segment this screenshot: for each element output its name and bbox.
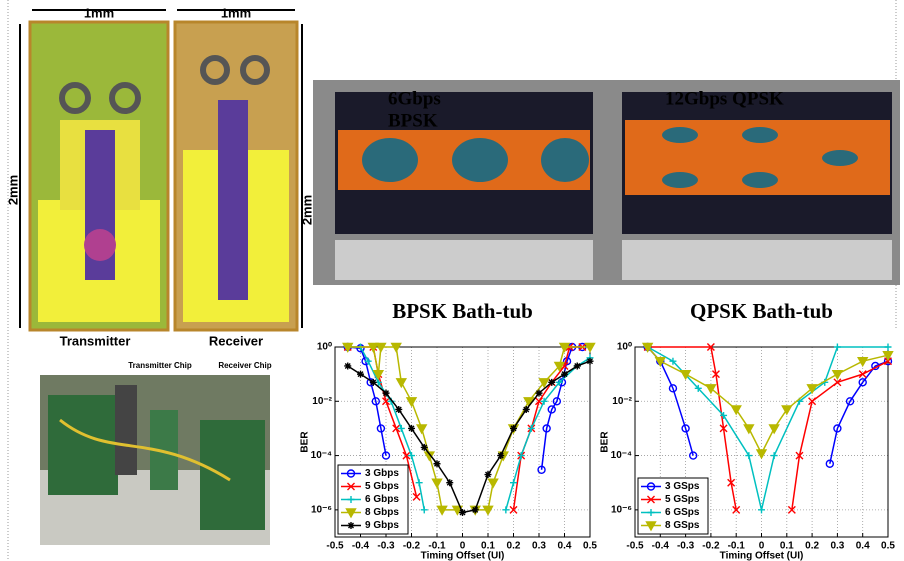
x-tick-label: 0.3 [830,541,844,552]
y-tick-label: 10⁻² [312,396,332,407]
board-photo [40,375,270,545]
data-point [344,362,351,369]
x-tick-label: -0.2 [403,541,421,552]
data-point [770,425,779,433]
x-tick-label: 0.2 [805,541,819,552]
legend-label: 9 Gbps [365,520,399,531]
x-tick-label: 0.3 [532,541,546,552]
data-point [472,506,479,513]
data-point [587,358,594,365]
data-point [745,452,752,459]
data-point [536,390,543,397]
x-tick-label: -0.3 [677,541,695,552]
y-axis-label: BER [600,431,611,453]
legend-label: 3 GSps [665,481,700,492]
scope-label: 12Gbps QPSK [665,88,784,109]
x-tick-label: -0.5 [626,541,644,552]
legend-label: 8 GSps [665,520,700,531]
x-axis-label: Timing Offset (UI) [421,551,505,561]
chart-title: BPSK Bath-tub [392,299,533,323]
data-point [459,509,466,516]
y-tick-label: 10⁰ [617,342,632,353]
data-point [421,506,428,513]
data-point [407,398,416,406]
data-point [732,406,741,414]
dimension-label: 2mm [299,195,314,225]
x-tick-label: -0.5 [326,541,344,552]
data-point [489,479,498,487]
y-tick-label: 10⁻⁶ [611,504,632,515]
x-tick-label: -0.3 [377,541,395,552]
data-point [417,425,426,433]
chip-photo [20,10,302,330]
x-tick-label: 0.5 [881,541,895,552]
x-tick-label: 0.4 [558,541,572,552]
y-tick-label: 10⁻⁴ [611,450,632,461]
data-point [497,452,504,459]
data-point [858,358,867,366]
data-point [744,425,753,433]
data-point [416,479,423,486]
scope-label: 6Gbps [388,88,441,109]
data-point [834,344,841,351]
figure-canvas: 1mm 1mm 2mm 2mm Transmitter Receiver Tra… [0,0,904,561]
x-tick-label: 0.5 [583,541,597,552]
y-tick-label: 10⁻² [612,396,632,407]
y-tick-label: 10⁻⁴ [311,450,332,461]
y-tick-label: 10⁻⁶ [311,504,332,515]
legend-label: 3 Gbps [365,468,399,479]
data-point [510,425,517,432]
x-tick-label: 0.2 [507,541,521,552]
data-point [771,452,778,459]
data-point [885,344,892,351]
data-point [434,460,441,467]
series-line [348,347,583,470]
data-point [383,390,390,397]
y-tick-label: 10⁰ [317,342,332,353]
dimension-label: 1mm [84,5,114,20]
data-point [833,371,842,379]
legend-label: 5 Gbps [365,481,399,492]
scope-label: BPSK [388,110,438,131]
x-axis-label: Timing Offset (UI) [720,551,804,561]
chip-name: Receiver [209,333,263,348]
x-tick-label: -0.4 [352,541,370,552]
data-point [561,371,568,378]
data-point [408,425,415,432]
legend-label: 8 Gbps [365,507,399,518]
data-point [757,450,766,458]
chip-name: Transmitter [60,333,131,348]
data-point [357,371,364,378]
legend-label: 5 GSps [665,494,700,505]
series-line [648,347,888,453]
legend-marker [348,522,355,529]
y-axis-label: BER [300,431,311,453]
data-point [433,479,442,487]
data-point [446,479,453,486]
x-tick-label: -0.4 [652,541,670,552]
data-point [510,479,517,486]
data-point [485,471,492,478]
data-point [574,362,581,369]
data-point [548,379,555,386]
data-point [782,406,791,414]
x-tick-label: -0.2 [702,541,720,552]
data-point [395,406,402,413]
data-point [421,444,428,451]
figure: 1mm 1mm 2mm 2mm Transmitter Receiver Tra… [0,0,904,561]
photo-label: Receiver Chip [218,361,271,370]
data-point [502,506,509,513]
dimension-label: 1mm [221,5,251,20]
photo-label: Transmitter Chip [128,361,192,370]
dimension-label: 2mm [5,175,20,205]
x-tick-label: 0.4 [856,541,870,552]
legend-label: 6 Gbps [365,494,399,505]
legend-label: 6 GSps [665,507,700,518]
chart-title: QPSK Bath-tub [690,299,833,323]
data-point [397,379,406,387]
data-point [523,406,530,413]
data-point [370,379,377,386]
series-line [648,347,888,464]
data-point [758,506,765,513]
